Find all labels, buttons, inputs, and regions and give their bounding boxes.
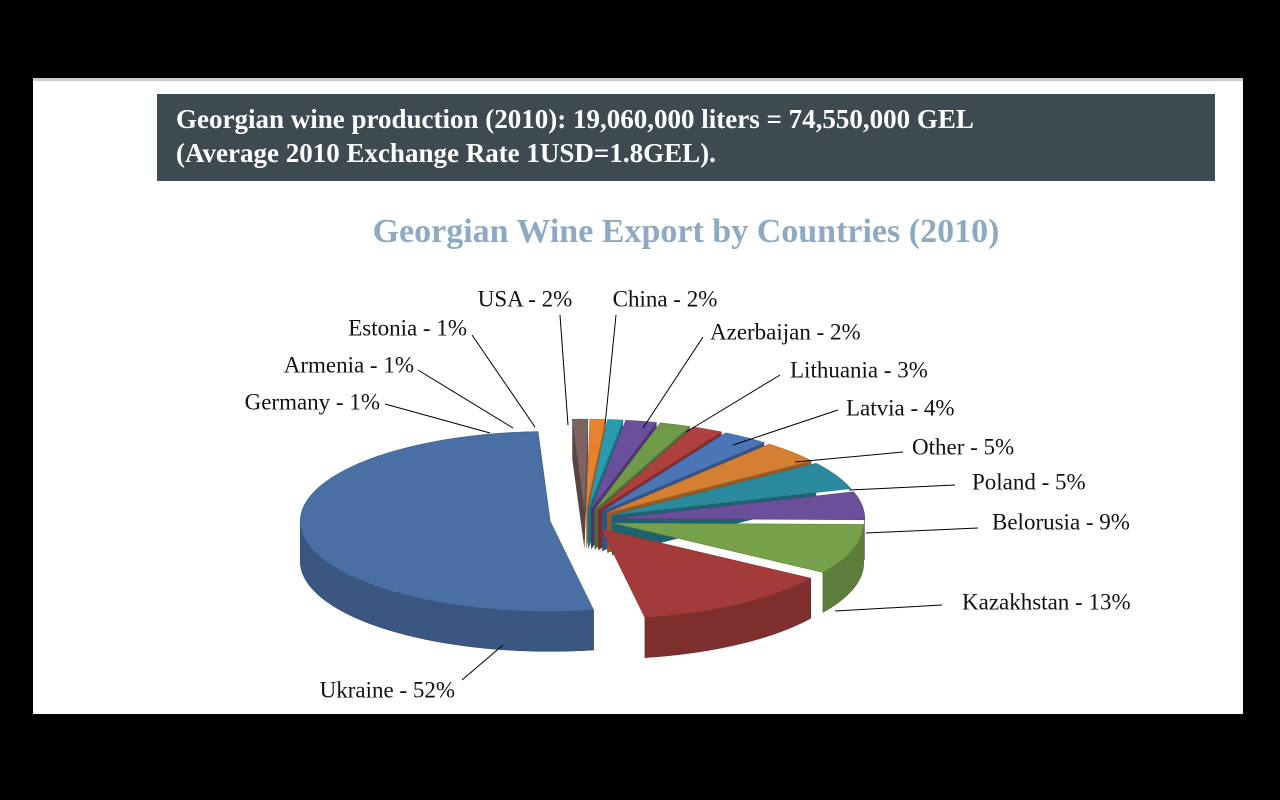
data-label: Poland - 5% (972, 469, 1086, 494)
data-label: Azerbaijan - 2% (710, 319, 861, 344)
slice (600, 528, 812, 618)
leader-line (384, 403, 491, 434)
slice (602, 432, 766, 512)
leader-line (471, 334, 536, 428)
slice (586, 418, 606, 510)
data-label: USA - 2% (478, 286, 573, 311)
data-label: Ukraine - 52% (320, 677, 455, 702)
slide (33, 78, 1243, 714)
slice (607, 443, 813, 514)
slice-side (584, 419, 588, 550)
leader-line (559, 314, 569, 426)
slice (571, 418, 589, 510)
leader-line (865, 527, 979, 534)
slice (597, 426, 723, 511)
leader-line (604, 314, 617, 426)
data-label: Estonia - 1% (348, 315, 467, 340)
slice (594, 422, 691, 511)
banner-line: Georgian wine production (2010): 19,060,… (176, 104, 974, 134)
slice (590, 419, 658, 510)
leader-line (685, 374, 781, 433)
data-label: Armenia - 1% (284, 352, 414, 377)
slice (587, 419, 624, 510)
data-label: Germany - 1% (245, 389, 380, 414)
leader-line (834, 604, 943, 612)
banner: Georgian wine production (2010): 19,060,… (157, 94, 1215, 181)
data-label: Other - 5% (912, 434, 1014, 459)
banner-line: (Average 2010 Exchange Rate 1USD=1.8GEL)… (176, 138, 716, 168)
leader-line (794, 451, 904, 463)
slice (611, 463, 852, 516)
leader-line (461, 644, 504, 681)
data-label: Belorusia - 9% (992, 509, 1130, 534)
data-label: Latvia - 4% (846, 395, 955, 420)
leader-line (642, 336, 704, 429)
slice (613, 522, 864, 573)
slice-side (572, 419, 585, 550)
leader-line (417, 369, 514, 429)
data-label: Lithuania - 3% (790, 357, 928, 382)
slice (299, 431, 595, 612)
leader-line (848, 484, 956, 491)
slice (614, 491, 865, 521)
data-label: Kazakhstan - 13% (962, 589, 1131, 614)
data-label: China - 2% (613, 286, 718, 311)
leader-line (732, 409, 839, 446)
chart-title: Georgian Wine Export by Countries (2010) (373, 213, 1000, 250)
